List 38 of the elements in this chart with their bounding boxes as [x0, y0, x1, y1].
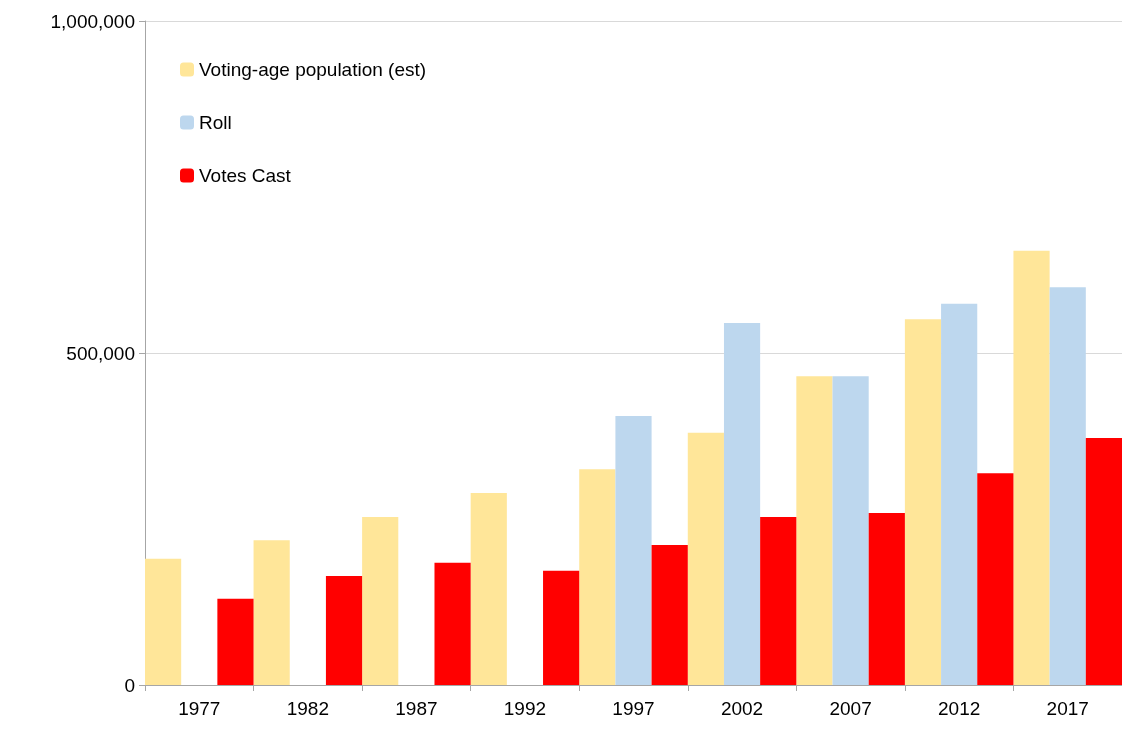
bar	[434, 562, 471, 685]
bar	[868, 513, 905, 685]
legend-label: Votes Cast	[199, 165, 292, 186]
bar	[543, 570, 580, 685]
bar	[325, 576, 363, 685]
bar	[832, 376, 869, 685]
bar	[687, 432, 724, 685]
x-tick-label: 2002	[720, 698, 764, 719]
x-tick-label: 1977	[178, 698, 221, 719]
y-tick-label: 500,000	[66, 342, 135, 364]
bar	[253, 540, 290, 685]
x-tick-label: 1997	[612, 698, 655, 719]
legend-label: Voting-age population (est)	[199, 59, 427, 80]
bar	[1049, 287, 1086, 685]
bar	[651, 544, 688, 685]
x-tick-label: 2007	[829, 698, 872, 719]
x-tick-label: 2012	[938, 698, 981, 719]
bar	[760, 517, 797, 685]
y-tick-label: 0	[124, 674, 135, 696]
bar	[362, 517, 399, 685]
bar	[796, 376, 833, 685]
bar	[470, 493, 507, 685]
bar	[1013, 250, 1050, 685]
y-tick-label: 1,000,000	[50, 10, 135, 32]
bar	[941, 303, 978, 685]
x-tick-label: 1987	[395, 698, 438, 719]
x-tick-label: 1992	[503, 698, 547, 719]
x-tick-label: 2017	[1046, 698, 1089, 719]
bar	[579, 469, 616, 685]
bar	[904, 319, 942, 685]
bar	[145, 558, 182, 685]
x-tick-label: 1982	[286, 698, 329, 719]
bar	[977, 473, 1014, 685]
bar	[217, 598, 254, 685]
bar	[615, 416, 652, 685]
bar	[1085, 437, 1122, 685]
legend-label: Roll	[199, 112, 232, 133]
bar	[723, 323, 761, 685]
